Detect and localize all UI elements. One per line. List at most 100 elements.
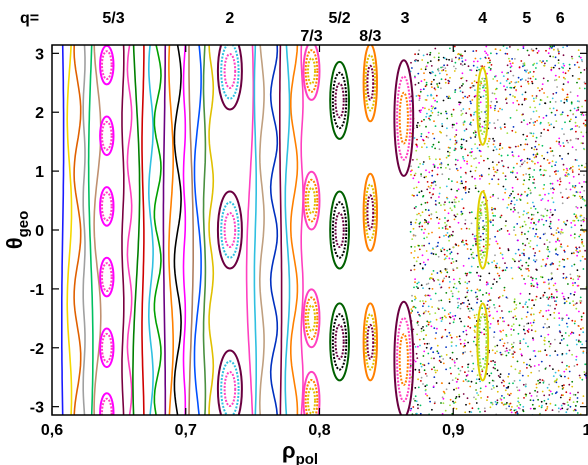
- island-7-3: [304, 49, 319, 93]
- chaotic-point: [453, 70, 456, 72]
- chaotic-point: [522, 338, 525, 341]
- chaotic-point: [439, 355, 441, 358]
- chaotic-point: [544, 409, 547, 412]
- chaotic-point: [488, 66, 490, 69]
- chaotic-point: [451, 115, 453, 118]
- chaotic-point: [526, 306, 529, 308]
- chaotic-point: [566, 401, 569, 404]
- chaotic-point: [548, 250, 551, 253]
- chaotic-point: [563, 384, 565, 386]
- chaotic-point: [552, 93, 555, 95]
- chaotic-point: [507, 324, 510, 327]
- chaotic-point: [570, 101, 573, 104]
- chaotic-point: [535, 136, 538, 139]
- chaotic-point: [574, 282, 576, 284]
- chaotic-point: [430, 346, 433, 349]
- chaotic-point: [462, 241, 465, 244]
- chaotic-point: [517, 76, 520, 79]
- chaotic-point: [539, 297, 542, 299]
- chaotic-point: [411, 169, 413, 172]
- chaotic-point: [476, 271, 478, 274]
- chaotic-point: [547, 309, 550, 312]
- chaotic-point: [557, 48, 559, 50]
- chaotic-point: [517, 145, 520, 148]
- chaotic-point: [486, 396, 489, 398]
- chaotic-point: [434, 203, 437, 206]
- chaotic-point: [571, 165, 574, 168]
- chaotic-point: [542, 77, 545, 80]
- chaotic-point: [557, 385, 560, 388]
- chaotic-point: [548, 216, 551, 219]
- chaotic-point: [466, 305, 469, 308]
- chaotic-point: [479, 387, 482, 390]
- chaotic-point: [451, 123, 454, 126]
- chaotic-point: [475, 242, 477, 245]
- chaotic-point: [548, 241, 551, 244]
- chaotic-point: [470, 289, 473, 292]
- chaotic-point: [505, 354, 508, 357]
- chaotic-point: [462, 265, 465, 267]
- chaotic-point: [546, 296, 548, 299]
- chaotic-point: [479, 279, 481, 281]
- y-tick-label: 3: [35, 46, 44, 63]
- chaotic-point: [541, 198, 544, 200]
- chaotic-point: [450, 251, 453, 254]
- chaotic-point: [437, 59, 440, 61]
- chaotic-point: [454, 201, 457, 204]
- chaotic-point: [554, 114, 557, 116]
- chaotic-point: [464, 191, 467, 194]
- chaotic-point: [465, 403, 467, 406]
- chaotic-point: [483, 65, 486, 68]
- chaotic-point: [555, 247, 557, 250]
- chaotic-point: [511, 129, 514, 132]
- chaotic-point: [515, 109, 518, 112]
- chaotic-point: [496, 399, 499, 402]
- chaotic-point: [530, 282, 533, 285]
- chaotic-point: [550, 227, 552, 230]
- chaotic-point: [555, 161, 557, 164]
- chaotic-point: [458, 103, 461, 106]
- chaotic-point: [505, 296, 508, 299]
- chaotic-point: [562, 402, 565, 405]
- chaotic-point: [518, 260, 520, 263]
- chaotic-point: [423, 118, 425, 121]
- chaotic-point: [548, 389, 551, 392]
- chaotic-point: [426, 320, 429, 323]
- chaotic-point: [512, 382, 514, 385]
- chaotic-point: [500, 228, 503, 230]
- chaotic-point: [410, 407, 413, 410]
- chaotic-point: [502, 185, 505, 188]
- chaotic-point: [420, 175, 423, 177]
- chaotic-point: [494, 363, 496, 366]
- chaotic-point: [549, 208, 552, 211]
- q-prefix-label: q=: [20, 10, 39, 27]
- chaotic-point: [540, 173, 542, 176]
- chaotic-point: [564, 121, 566, 124]
- chaotic-point: [532, 110, 535, 113]
- chaotic-point: [558, 183, 561, 186]
- chaotic-point: [564, 174, 567, 176]
- chaotic-point: [446, 127, 448, 130]
- chaotic-point: [450, 290, 453, 293]
- island-2: [216, 45, 243, 111]
- chaotic-point: [466, 282, 469, 285]
- chaotic-point: [584, 363, 587, 366]
- chaotic-point: [428, 313, 431, 315]
- chaotic-point: [473, 314, 476, 317]
- chaotic-point: [458, 297, 460, 300]
- chaotic-point: [442, 362, 445, 365]
- chaotic-point: [463, 121, 466, 123]
- chaotic-point: [554, 404, 557, 406]
- chaotic-point: [578, 334, 581, 336]
- y-tick-label: 2: [35, 105, 44, 122]
- chaotic-point: [446, 64, 449, 67]
- chaotic-point: [567, 297, 570, 299]
- chaotic-point: [440, 299, 443, 302]
- chaotic-point: [529, 77, 532, 80]
- chaotic-point: [575, 302, 578, 304]
- chaotic-point: [472, 340, 475, 343]
- chaotic-point: [538, 405, 541, 407]
- chaotic-point: [573, 64, 576, 66]
- chaotic-point: [553, 311, 556, 314]
- chaotic-point: [524, 91, 527, 94]
